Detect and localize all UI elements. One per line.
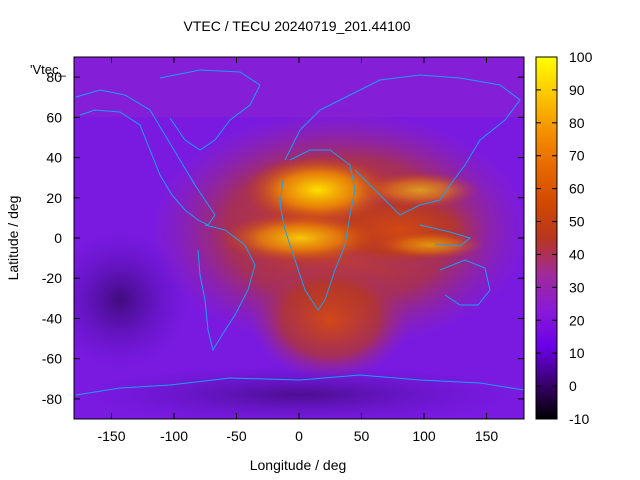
colorbar-tick-label: 40 — [569, 246, 585, 262]
x-tick-label: -100 — [160, 428, 188, 444]
y-tick-label: 40 — [46, 150, 62, 166]
colorbar-tick-label: 90 — [569, 82, 585, 98]
chart-title: VTEC / TECU 20240719_201.44100 — [183, 18, 410, 34]
colorbar-tick-label: 10 — [569, 345, 585, 361]
x-tick-label: 0 — [295, 428, 303, 444]
y-tick-label: -60 — [42, 351, 62, 367]
x-tick-label: 150 — [475, 428, 499, 444]
y-axis-label: Latitude / deg — [5, 196, 21, 281]
colorbar-tick-label: 0 — [569, 378, 577, 394]
colorbar-tick-label: 20 — [569, 312, 585, 328]
colorbar — [535, 56, 558, 420]
colorbar-tick-label: 80 — [569, 115, 585, 131]
colorbar-tick-label: 30 — [569, 279, 585, 295]
y-axis-ticks: -80 -60 -40 -20 0 20 40 60 80 — [42, 69, 524, 407]
x-tick-label: -50 — [226, 428, 246, 444]
colorbar-tick-label: 60 — [569, 181, 585, 197]
y-tick-label: 80 — [46, 69, 62, 85]
legend-label: 'Vtec_ — [30, 62, 66, 77]
y-tick-label: 20 — [46, 190, 62, 206]
colorbar-tick-label: 70 — [569, 148, 585, 164]
x-axis-ticks: -150 -100 -50 0 50 100 150 — [97, 57, 498, 444]
y-tick-label: -80 — [42, 391, 62, 407]
colorbar-ticks: -10 0 10 20 30 40 50 60 70 80 90 100 — [536, 49, 593, 427]
colorbar-tick-label: 50 — [569, 214, 585, 230]
x-tick-label: -150 — [97, 428, 125, 444]
x-axis-label: Longitude / deg — [250, 457, 347, 473]
colorbar-tick-label: -10 — [569, 411, 589, 427]
x-tick-label: 50 — [354, 428, 370, 444]
y-tick-label: 60 — [46, 109, 62, 125]
heatmap-field — [74, 57, 524, 419]
x-tick-label: 100 — [412, 428, 436, 444]
coastlines — [75, 69, 524, 396]
colorbar-tick-label: 100 — [569, 49, 593, 65]
y-tick-label: 0 — [54, 230, 62, 246]
y-tick-label: -20 — [42, 270, 62, 286]
y-tick-label: -40 — [42, 310, 62, 326]
